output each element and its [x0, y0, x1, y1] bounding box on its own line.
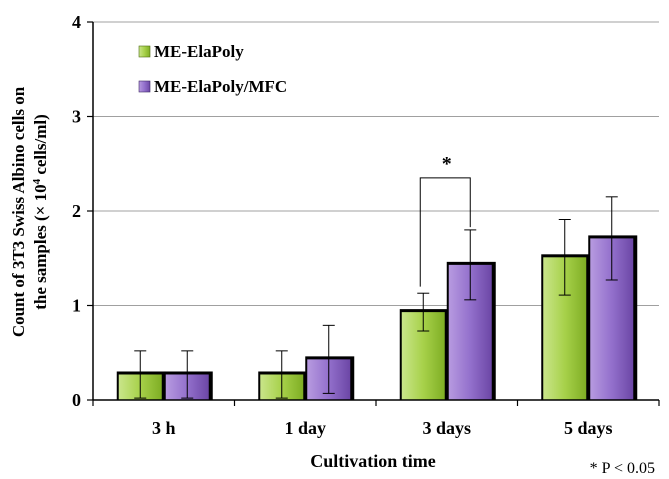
legend: ME-ElaPoly ME-ElaPoly/MFC: [138, 42, 287, 96]
y-tick-label-1: 1: [72, 296, 81, 316]
x-axis-title: Cultivation time: [310, 451, 436, 471]
error-bars: [134, 196, 618, 399]
axis-ticks: 0 1 2 3 4 3 h 1 day 3 days 5 days: [72, 12, 660, 438]
y-tick-label-0: 0: [72, 390, 81, 410]
x-tick-label-5-days: 5 days: [564, 418, 613, 438]
legend-swatch-me-elapoly-mfc: [138, 80, 151, 93]
bars: [116, 235, 638, 400]
significance-bracket-line: [419, 177, 471, 287]
significance-star: *: [442, 153, 452, 175]
legend-swatch-me-elapoly: [138, 45, 151, 58]
y-tick-label-2: 2: [72, 201, 81, 221]
x-tick-label-1-day: 1 day: [284, 418, 326, 438]
y-axis-title-line1: Count of 3T3 Swiss Albino cells on: [9, 86, 28, 337]
y-tick-label-4: 4: [72, 12, 81, 32]
y-axis-title-line2: the samples (× 104 cells/ml): [31, 114, 50, 310]
y-tick-label-3: 3: [72, 107, 81, 127]
significance-bracket: *: [419, 153, 471, 287]
x-tick-label-3-days: 3 days: [422, 418, 471, 438]
footnote: * P < 0.05: [590, 460, 655, 477]
y-axis-title: Count of 3T3 Swiss Albino cells on the s…: [9, 86, 50, 337]
legend-label-me-elapoly-mfc: ME-ElaPoly/MFC: [154, 77, 287, 96]
legend-label-me-elapoly: ME-ElaPoly: [154, 42, 244, 61]
x-tick-label-3-h: 3 h: [152, 418, 176, 438]
